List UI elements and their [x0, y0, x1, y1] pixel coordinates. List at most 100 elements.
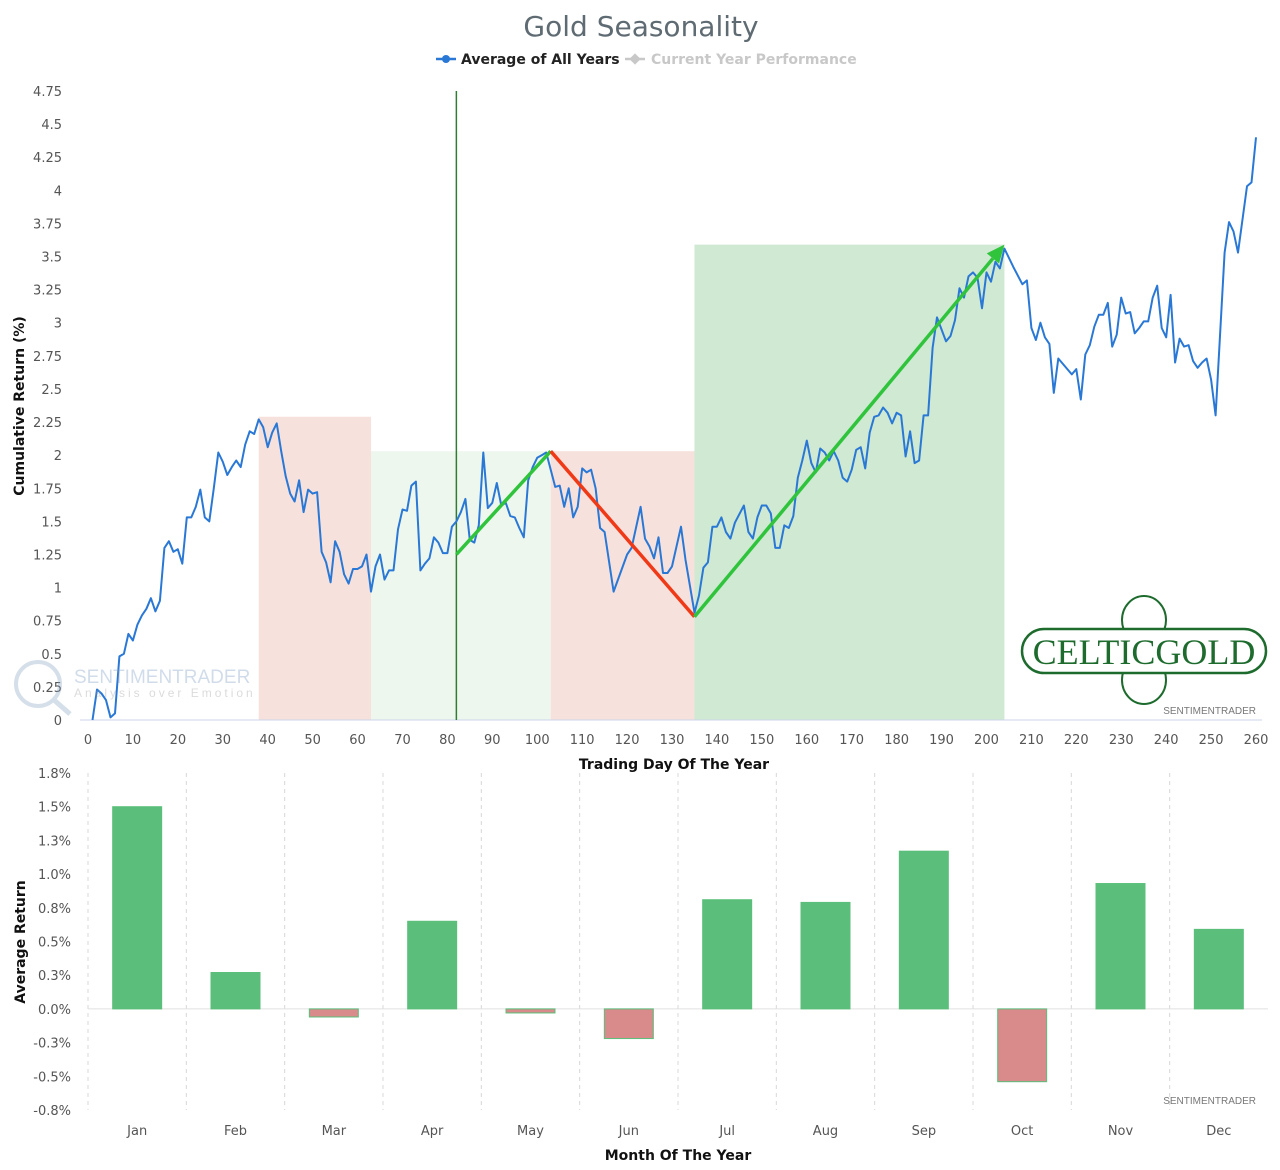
y-tick-label: 4.75 [33, 85, 62, 100]
x-tick-label: 60 [349, 733, 366, 748]
y-tick-label: 0.5% [38, 936, 71, 951]
y-tick-label: 0.8% [38, 902, 71, 917]
credit-bottom: SENTIMENTRADER [1163, 1096, 1256, 1107]
y-tick-label: -0.8% [33, 1104, 71, 1119]
x-tick-label: 160 [794, 733, 819, 748]
y-tick-label: 1.0% [38, 868, 71, 883]
x-tick-label: 0 [84, 733, 92, 748]
x-tick-label: 30 [214, 733, 231, 748]
y-tick-label: 1.3% [38, 834, 71, 849]
x-tick-label: 10 [125, 733, 142, 748]
x-tick-label: 130 [660, 733, 685, 748]
series-line-average [91, 137, 1257, 721]
line-y-axis-title: Cumulative Return (%) [12, 316, 28, 496]
logo-text: CELTICGOLD [1033, 632, 1256, 672]
watermark-tagline: Analysis over Emotion [74, 686, 256, 700]
x-tick-label: May [517, 1124, 544, 1139]
legend-item-current-year[interactable]: Current Year Performance [625, 52, 857, 68]
y-tick-label: 4.5 [41, 118, 62, 133]
x-tick-label: Feb [224, 1124, 247, 1139]
x-tick-label: Jun [618, 1124, 639, 1139]
x-tick-label: 20 [170, 733, 187, 748]
x-tick-label: 70 [394, 733, 411, 748]
x-tick-label: Aug [813, 1124, 838, 1139]
bar-x-axis-title: Month Of The Year [605, 1148, 752, 1164]
credit-top: SENTIMENTRADER [1163, 706, 1256, 717]
y-tick-label: 0.3% [38, 969, 71, 984]
y-tick-label: 1.8% [38, 767, 71, 782]
celticgold-logo: CELTICGOLD [1020, 595, 1268, 705]
x-tick-label: 40 [259, 733, 276, 748]
y-tick-label: 0.25 [33, 681, 62, 696]
watermark-magnifier-icon [14, 660, 62, 708]
shaded-region [550, 451, 695, 720]
x-tick-label: Nov [1108, 1124, 1134, 1139]
x-tick-label: 90 [484, 733, 501, 748]
watermark-brand: SENTIMENTRADER [74, 667, 250, 688]
x-tick-label: Jul [718, 1124, 735, 1139]
y-tick-label: 1.5% [38, 801, 71, 816]
y-tick-label: 0.75 [33, 615, 62, 630]
x-tick-label: Sep [912, 1124, 937, 1139]
trend-line [549, 450, 696, 618]
x-tick-label: Oct [1011, 1124, 1033, 1139]
y-tick-label: -0.3% [33, 1037, 71, 1052]
x-tick-label: 260 [1244, 733, 1269, 748]
x-tick-label: 50 [304, 733, 321, 748]
y-tick-label: 2.75 [33, 350, 62, 365]
y-tick-label: 1.25 [33, 548, 62, 563]
y-tick-label: 1.5 [41, 515, 62, 530]
bar-feb [210, 972, 261, 1010]
legend-label: Current Year Performance [651, 52, 857, 68]
x-tick-label: 220 [1064, 733, 1089, 748]
x-tick-label: 180 [884, 733, 909, 748]
shaded-region [694, 244, 1005, 721]
x-tick-label: 210 [1019, 733, 1044, 748]
line-x-axis-title: Trading Day Of The Year [579, 757, 769, 773]
x-tick-label: 240 [1154, 733, 1179, 748]
x-tick-label: 150 [749, 733, 774, 748]
y-tick-label: 2 [54, 449, 62, 464]
bar-mar [308, 1008, 359, 1018]
x-tick-label: Mar [322, 1124, 347, 1139]
x-tick-label: Apr [421, 1124, 444, 1139]
x-tick-label: 100 [525, 733, 550, 748]
arrowhead-icon [986, 244, 1005, 264]
legend-marker-icon [442, 55, 450, 63]
x-tick-label: 80 [439, 733, 456, 748]
y-tick-label: 2.5 [41, 383, 62, 398]
bar-nov [1095, 883, 1146, 1010]
y-tick-label: 3.25 [33, 284, 62, 299]
y-tick-label: 4.25 [33, 151, 62, 166]
x-tick-label: Dec [1206, 1124, 1231, 1139]
x-tick-label: 230 [1109, 733, 1134, 748]
x-tick-label: 120 [615, 733, 640, 748]
watermark-handle [52, 698, 72, 716]
bar-y-axis-title: Average Return [13, 880, 29, 1004]
legend-item-average[interactable]: Average of All Years [436, 52, 620, 68]
y-tick-label: 3 [54, 317, 62, 332]
sentimentrader-watermark: SENTIMENTRADER Analysis over Emotion [14, 660, 256, 716]
chart-title: Gold Seasonality [523, 10, 758, 43]
trend-arrow-line [693, 257, 995, 618]
x-tick-label: 200 [974, 733, 999, 748]
y-tick-label: 3.75 [33, 217, 62, 232]
bar-jan [112, 806, 163, 1010]
trend-line [455, 450, 552, 556]
bar-aug [800, 901, 851, 1010]
legend-diamond-icon [629, 53, 641, 65]
x-tick-label: 110 [570, 733, 595, 748]
bar-jun [603, 1008, 654, 1040]
y-tick-label: 2.25 [33, 416, 62, 431]
y-tick-label: 0.0% [38, 1003, 71, 1018]
line-plot-area: 0 0.25 0.5 0.75 1 1.25 1.5 1.75 2 2.25 2.5 2.75 3 3.2… [33, 85, 1268, 748]
x-tick-label: 250 [1199, 733, 1224, 748]
x-tick-label: Jan [126, 1124, 147, 1139]
bar-dec [1193, 928, 1244, 1010]
y-tick-label: 3.5 [41, 251, 62, 266]
bar-sep [898, 850, 949, 1010]
bar-may [505, 1008, 556, 1014]
y-tick-label: 1 [54, 582, 62, 597]
bar-jul [702, 899, 753, 1010]
